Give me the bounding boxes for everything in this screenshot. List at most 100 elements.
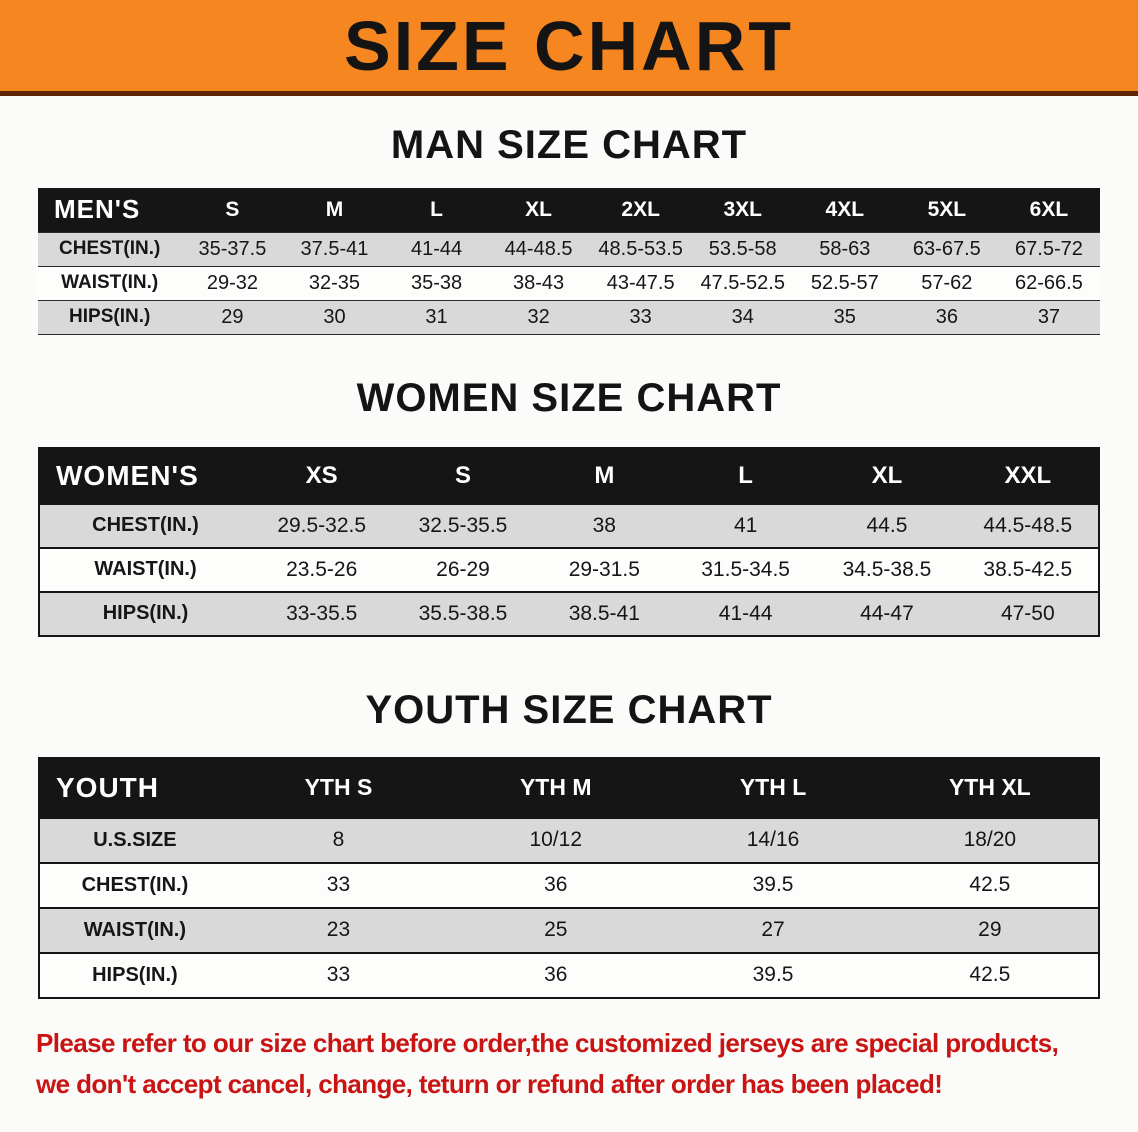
size-value: 34 [691,299,794,335]
size-value: 39.5 [664,861,882,909]
size-value: 58-63 [793,231,896,267]
size-col-header: YTH L [664,757,882,818]
size-value: 32 [487,299,590,335]
size-value: 35.5-38.5 [392,590,534,637]
size-value: 37 [997,299,1100,335]
youth-header-row: YOUTH YTH S YTH M YTH L YTH XL [39,757,1099,818]
men-chest-row: CHEST(IN.) 35-37.5 37.5-41 41-44 44-48.5… [38,231,1100,267]
size-value: 38.5-42.5 [957,546,1099,593]
size-value: 44.5 [816,502,958,549]
men-size-table: MEN'S S M L XL 2XL 3XL 4XL 5XL 6XL CHEST… [38,188,1100,335]
women-waist-row: WAIST(IN.) 23.5-26 26-29 29-31.5 31.5-34… [39,546,1099,593]
row-label: CHEST(IN.) [39,861,230,909]
size-value: 27 [664,906,882,954]
size-col-header: 4XL [793,188,896,232]
size-value: 62-66.5 [997,265,1100,301]
size-value: 23.5-26 [251,546,393,593]
size-value: 43-47.5 [589,265,692,301]
size-value: 33 [229,951,448,999]
size-value: 44-47 [816,590,958,637]
size-value: 35-38 [385,265,488,301]
size-value: 34.5-38.5 [816,546,958,593]
size-value: 42.5 [881,861,1099,909]
row-label: HIPS(IN.) [39,951,230,999]
size-value: 33 [589,299,692,335]
size-value: 31.5-34.5 [674,546,817,593]
row-label: WAIST(IN.) [39,906,230,954]
men-table-corner-label: MEN'S [38,188,182,232]
disclaimer-line-1: Please refer to our size chart before or… [36,1027,1059,1058]
disclaimer-line-2: we don't accept cancel, change, teturn o… [36,1069,943,1100]
youth-waist-row: WAIST(IN.) 23 25 27 29 [39,906,1099,954]
size-value: 36 [447,861,665,909]
size-value: 44.5-48.5 [957,502,1099,549]
size-value: 32.5-35.5 [392,502,534,549]
size-value: 14/16 [664,816,882,864]
size-value: 41-44 [385,231,488,267]
size-value: 35-37.5 [181,231,284,267]
size-col-header: 2XL [589,188,692,232]
youth-size-table: YOUTH YTH S YTH M YTH L YTH XL U.S.SIZE … [38,756,1100,999]
women-header-row: WOMEN'S XS S M L XL XXL [39,447,1099,504]
size-value: 47-50 [957,590,1099,637]
row-label: CHEST(IN.) [38,231,182,267]
women-chest-row: CHEST(IN.) 29.5-32.5 32.5-35.5 38 41 44.… [39,502,1099,549]
disclaimer-text: Please refer to our size chart before or… [36,1023,1102,1106]
men-header-row: MEN'S S M L XL 2XL 3XL 4XL 5XL 6XL [38,188,1100,232]
banner-title: SIZE CHART [344,6,794,85]
size-col-header: YTH XL [881,757,1099,818]
size-col-header: YTH M [447,757,665,818]
size-value: 48.5-53.5 [589,231,692,267]
youth-section-heading: YOUTH SIZE CHART [365,687,773,732]
youth-table-container: YOUTH YTH S YTH M YTH L YTH XL U.S.SIZE … [38,756,1100,999]
size-value: 32-35 [283,265,386,301]
size-value: 67.5-72 [997,231,1100,267]
size-value: 41 [674,502,817,549]
youth-table-corner-label: YOUTH [39,757,230,818]
row-label: CHEST(IN.) [39,502,252,549]
youth-hips-row: HIPS(IN.) 33 36 39.5 42.5 [39,951,1099,999]
size-value: 44-48.5 [487,231,590,267]
row-label: HIPS(IN.) [39,590,252,637]
size-col-header: XS [251,447,393,504]
size-col-header: L [674,447,817,504]
size-value: 41-44 [674,590,817,637]
size-value: 36 [447,951,665,999]
size-col-header: 5XL [895,188,998,232]
size-value: 47.5-52.5 [691,265,794,301]
size-col-header: YTH S [229,757,448,818]
size-value: 23 [229,906,448,954]
size-col-header: S [392,447,534,504]
size-value: 33 [229,861,448,909]
row-label: WAIST(IN.) [39,546,252,593]
men-waist-row: WAIST(IN.) 29-32 32-35 35-38 38-43 43-47… [38,265,1100,301]
size-value: 29-31.5 [533,546,675,593]
size-value: 25 [447,906,665,954]
size-value: 39.5 [664,951,882,999]
row-label: U.S.SIZE [39,816,230,864]
row-label: HIPS(IN.) [38,299,182,335]
size-col-header: 3XL [691,188,794,232]
size-value: 29.5-32.5 [251,502,393,549]
women-table-corner-label: WOMEN'S [39,447,252,504]
size-value: 53.5-58 [691,231,794,267]
size-value: 18/20 [881,816,1099,864]
size-value: 29-32 [181,265,284,301]
size-value: 30 [283,299,386,335]
youth-chest-row: CHEST(IN.) 33 36 39.5 42.5 [39,861,1099,909]
size-col-header: XXL [957,447,1099,504]
size-value: 26-29 [392,546,534,593]
size-value: 52.5-57 [793,265,896,301]
women-section-heading: WOMEN SIZE CHART [356,375,782,420]
size-value: 29 [881,906,1099,954]
size-col-header: S [181,188,284,232]
size-col-header: M [533,447,675,504]
size-value: 63-67.5 [895,231,998,267]
men-hips-row: HIPS(IN.) 29 30 31 32 33 34 35 36 37 [38,299,1100,335]
size-value: 33-35.5 [251,590,393,637]
size-value: 38-43 [487,265,590,301]
row-label: WAIST(IN.) [38,265,182,301]
women-size-table: WOMEN'S XS S M L XL XXL CHEST(IN.) 29.5-… [38,446,1100,637]
size-value: 8 [229,816,448,864]
size-value: 36 [895,299,998,335]
